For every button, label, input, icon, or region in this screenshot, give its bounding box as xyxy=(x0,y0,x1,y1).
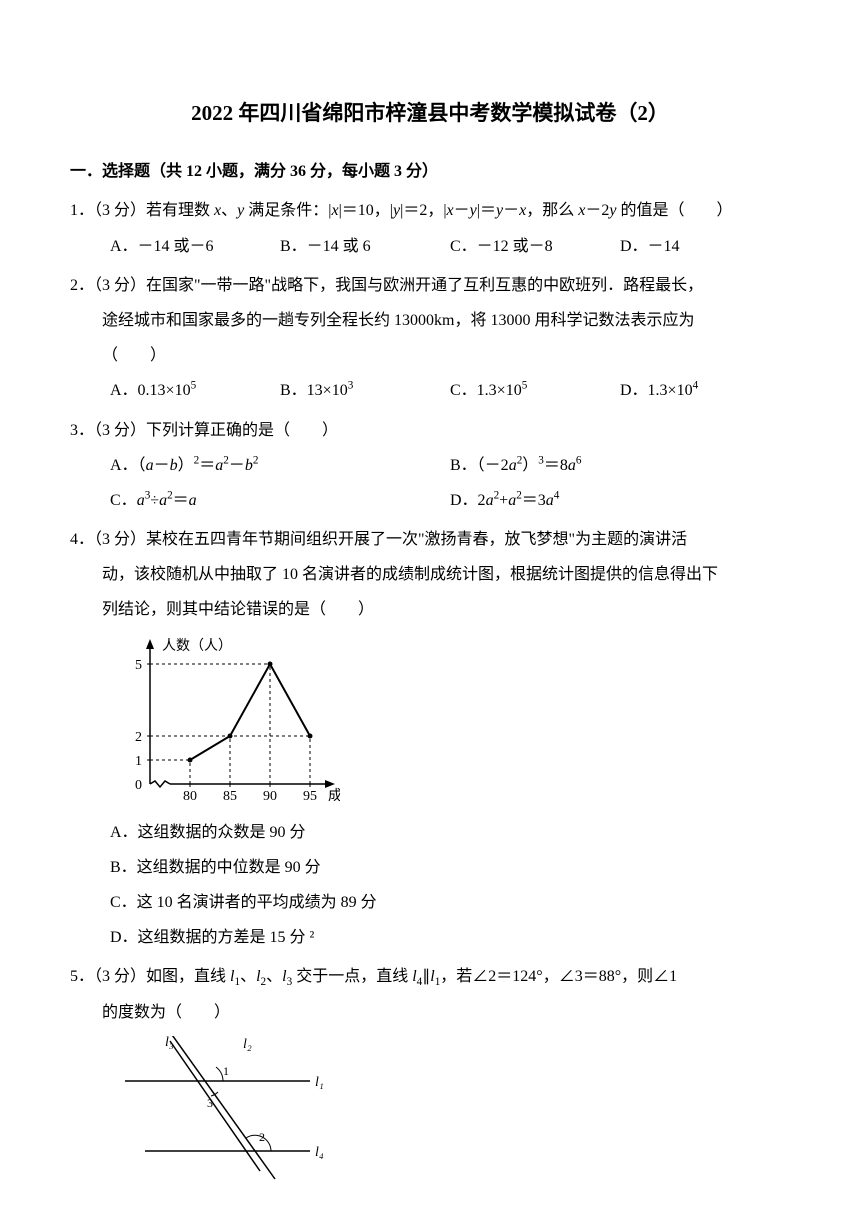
q3-opt-b: B．（－2a2）3＝8a6 xyxy=(450,448,790,483)
q4-chart: 0 1 2 5 80 85 90 95 人数（人） 成绩（分） xyxy=(70,634,790,809)
svg-text:2: 2 xyxy=(135,730,142,745)
q3-opt-c: C．a3÷a2＝a xyxy=(110,483,450,518)
q1-opt-c: C．－12 或－8 xyxy=(450,229,620,264)
svg-text:2: 2 xyxy=(259,1130,265,1144)
svg-text:85: 85 xyxy=(223,789,237,804)
svg-text:l₃: l₃ xyxy=(165,1036,174,1050)
chart-svg: 0 1 2 5 80 85 90 95 人数（人） 成绩（分） xyxy=(110,634,340,809)
q3-opt-a: A．（a－b）2＝a2－b2 xyxy=(110,448,450,483)
q1-options: A．－14 或－6 B．－14 或 6 C．－12 或－8 D．－14 xyxy=(70,229,790,264)
q3-opt-d: D．2a2+a2＝3a4 xyxy=(450,483,790,518)
question-1: 1．（3 分）若有理数 x、y 满足条件：|x|＝10，|y|＝2，|x－y|＝… xyxy=(70,193,790,263)
geom-svg: l₁ l₂ l₃ l₄ 1 3 2 xyxy=(110,1036,330,1186)
q1-opt-d: D．－14 xyxy=(620,229,790,264)
q4-stem2: 动，该校随机从中抽取了 10 名演讲者的成绩制成统计图，根据统计图提供的信息得出… xyxy=(70,557,790,592)
q2-opt-b: B．13×103 xyxy=(280,373,450,408)
q1-stem: 1．（3 分）若有理数 x、y 满足条件：|x|＝10，|y|＝2，|x－y|＝… xyxy=(70,193,790,228)
q3-options-row1: A．（a－b）2＝a2－b2 B．（－2a2）3＝8a6 xyxy=(70,448,790,483)
q1-opt-b: B．－14 或 6 xyxy=(280,229,450,264)
svg-text:l₄: l₄ xyxy=(315,1145,324,1160)
svg-text:3: 3 xyxy=(207,1096,213,1110)
question-4: 4．（3 分）某校在五四青年节期间组织开展了一次"激扬青春，放飞梦想"为主题的演… xyxy=(70,522,790,955)
svg-text:人数（人）: 人数（人） xyxy=(162,638,232,654)
q1-opt-a: A．－14 或－6 xyxy=(110,229,280,264)
page-title: 2022 年四川省绵阳市梓潼县中考数学模拟试卷（2） xyxy=(70,90,790,136)
svg-text:l₂: l₂ xyxy=(243,1037,252,1052)
svg-text:1: 1 xyxy=(223,1064,229,1078)
svg-text:90: 90 xyxy=(263,789,277,804)
q4-opt-d: D．这组数据的方差是 15 分 ² xyxy=(110,920,790,955)
q4-opt-c: C．这 10 名演讲者的平均成绩为 89 分 xyxy=(110,885,790,920)
question-3: 3．（3 分）下列计算正确的是（ ） A．（a－b）2＝a2－b2 B．（－2a… xyxy=(70,413,790,519)
q4-options: A．这组数据的众数是 90 分 B．这组数据的中位数是 90 分 C．这 10 … xyxy=(70,815,790,956)
svg-text:1: 1 xyxy=(135,754,142,769)
section-header: 一．选择题（共 12 小题，满分 36 分，每小题 3 分） xyxy=(70,154,790,189)
question-2: 2．（3 分）在国家"一带一路"战略下，我国与欧洲开通了互利互惠的中欧班列．路程… xyxy=(70,268,790,409)
q3-options-row2: C．a3÷a2＝a D．2a2+a2＝3a4 xyxy=(70,483,790,518)
question-5: 5．（3 分）如图，直线 l1、l2、l3 交于一点，直线 l4∥l1，若∠2＝… xyxy=(70,959,790,1186)
q5-stem2: 的度数为（ ） xyxy=(70,995,790,1030)
q2-stem3: （ ） xyxy=(70,338,790,373)
q4-stem3: 列结论，则其中结论错误的是（ ） xyxy=(70,592,790,627)
q4-opt-b: B．这组数据的中位数是 90 分 xyxy=(110,850,790,885)
q2-options: A．0.13×105 B．13×103 C．1.3×105 D．1.3×104 xyxy=(70,373,790,408)
svg-text:0: 0 xyxy=(135,778,142,793)
svg-text:80: 80 xyxy=(183,789,197,804)
q2-opt-d: D．1.3×104 xyxy=(620,373,790,408)
q4-opt-a: A．这组数据的众数是 90 分 xyxy=(110,815,790,850)
q2-opt-c: C．1.3×105 xyxy=(450,373,620,408)
q5-figure: l₁ l₂ l₃ l₄ 1 3 2 xyxy=(70,1036,790,1186)
svg-text:成绩（分）: 成绩（分） xyxy=(328,788,340,804)
q5-stem1: 5．（3 分）如图，直线 l1、l2、l3 交于一点，直线 l4∥l1，若∠2＝… xyxy=(70,959,790,995)
svg-text:5: 5 xyxy=(135,658,142,673)
svg-text:95: 95 xyxy=(303,789,317,804)
q4-stem1: 4．（3 分）某校在五四青年节期间组织开展了一次"激扬青春，放飞梦想"为主题的演… xyxy=(70,522,790,557)
q3-stem: 3．（3 分）下列计算正确的是（ ） xyxy=(70,413,790,448)
q2-opt-a: A．0.13×105 xyxy=(110,373,280,408)
q2-stem1: 2．（3 分）在国家"一带一路"战略下，我国与欧洲开通了互利互惠的中欧班列．路程… xyxy=(70,268,790,303)
svg-text:l₁: l₁ xyxy=(315,1075,324,1090)
q2-stem2: 途经城市和国家最多的一趟专列全程长约 13000km，将 13000 用科学记数… xyxy=(70,303,790,338)
